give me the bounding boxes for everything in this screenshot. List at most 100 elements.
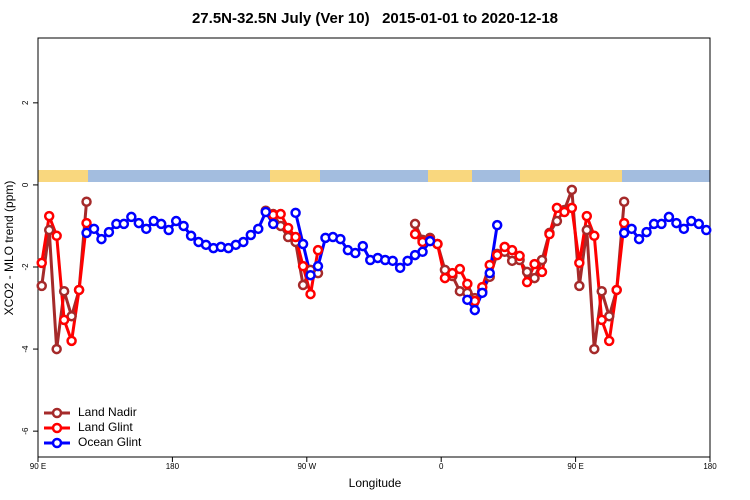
point — [462, 278, 473, 290]
point — [290, 231, 301, 243]
point — [126, 211, 137, 223]
point — [633, 233, 645, 245]
point — [477, 287, 488, 299]
point — [297, 279, 309, 291]
point — [297, 260, 309, 272]
x-tick-label: 180 — [703, 462, 717, 471]
x-tick-label: 90 E — [567, 462, 583, 471]
point — [589, 230, 600, 242]
x-tick-label: 0 — [439, 462, 444, 471]
point — [357, 240, 369, 252]
point — [454, 263, 466, 275]
point — [469, 304, 481, 316]
point — [536, 266, 548, 278]
point — [581, 224, 593, 236]
y-tick-label: -4 — [21, 345, 30, 353]
point — [312, 260, 324, 272]
point — [626, 223, 637, 235]
point — [409, 228, 421, 240]
point — [551, 215, 563, 227]
point — [141, 223, 152, 235]
point — [51, 343, 62, 355]
x-axis-label: Longitude — [349, 476, 402, 490]
point — [275, 208, 286, 220]
point — [491, 219, 503, 231]
point — [73, 284, 85, 296]
point — [305, 288, 316, 300]
point — [51, 230, 62, 242]
point — [133, 217, 145, 229]
point — [551, 202, 563, 214]
point — [424, 235, 436, 247]
point — [663, 211, 675, 223]
y-tick-label: 0 — [21, 182, 30, 187]
point — [559, 206, 570, 218]
point — [36, 257, 47, 269]
point — [43, 224, 55, 236]
legend-label: Land Nadir — [78, 405, 137, 419]
point — [439, 272, 451, 284]
point — [290, 207, 301, 219]
point — [581, 210, 593, 222]
point — [574, 257, 585, 269]
point — [267, 218, 279, 230]
point — [253, 223, 264, 235]
point — [484, 267, 495, 279]
point — [335, 233, 346, 245]
plot-frame — [37, 37, 711, 458]
land-ocean-strip — [38, 170, 710, 182]
y-tick-label: 2 — [21, 100, 30, 105]
point — [297, 238, 309, 250]
point — [447, 267, 458, 279]
point — [506, 244, 518, 256]
point — [693, 218, 705, 230]
point — [402, 255, 413, 267]
point — [641, 226, 652, 238]
point — [238, 236, 249, 248]
point — [305, 269, 316, 281]
land-band — [428, 170, 472, 182]
point — [596, 314, 607, 326]
point — [282, 222, 294, 234]
point — [491, 249, 503, 261]
y-tick-label: -6 — [21, 427, 30, 435]
chart-title: 27.5N-32.5N July (Ver 10) 2015-01-01 to … — [192, 10, 558, 27]
point — [618, 196, 630, 207]
point — [88, 223, 100, 235]
point — [618, 217, 630, 229]
point — [170, 215, 182, 227]
point — [566, 184, 578, 196]
legend-label: Land Glint — [78, 420, 133, 434]
point — [245, 229, 257, 241]
point — [118, 218, 130, 230]
land-band — [520, 170, 622, 182]
legend-label: Ocean Glint — [78, 435, 142, 449]
legend-marker — [51, 407, 63, 419]
point — [603, 335, 615, 347]
land-band — [270, 170, 320, 182]
point — [178, 220, 189, 232]
point — [58, 314, 70, 326]
point — [589, 343, 600, 355]
point — [529, 272, 540, 284]
point — [260, 206, 271, 218]
point — [43, 210, 55, 222]
point — [566, 202, 578, 214]
point — [671, 217, 682, 229]
x-tick-label: 90 E — [30, 462, 46, 471]
point — [81, 217, 92, 229]
point — [350, 247, 361, 259]
point — [155, 218, 167, 230]
point — [521, 266, 533, 278]
point — [58, 285, 70, 297]
point — [701, 224, 712, 236]
x-tick-label: 180 — [166, 462, 180, 471]
point — [656, 218, 667, 230]
point — [544, 228, 555, 240]
point — [618, 227, 630, 239]
point — [678, 223, 690, 235]
legend-marker — [51, 437, 63, 449]
point — [66, 335, 77, 347]
point — [536, 254, 548, 266]
